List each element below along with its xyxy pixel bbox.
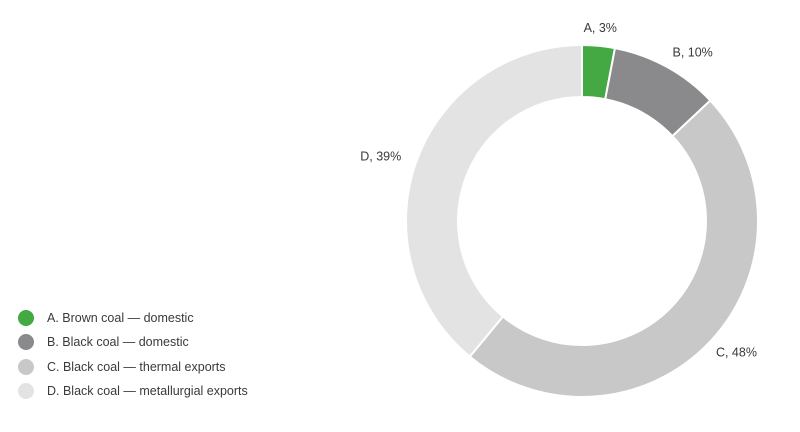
donut-slice-d	[405, 43, 583, 359]
slice-label-d: D, 39%	[360, 150, 401, 164]
slice-label-a: A, 3%	[584, 21, 617, 35]
legend-swatch-d	[18, 383, 34, 399]
legend-swatch-a	[18, 309, 34, 326]
legend-label-d: D. Black coal — metallurgial exports	[47, 384, 248, 398]
legend-swatch-c	[18, 358, 34, 375]
legend-label-b: B. Black coal — domestic	[47, 335, 189, 349]
legend-label-c: C. Black coal — thermal exports	[47, 359, 226, 374]
donut-slice-c	[468, 99, 759, 398]
chart-legend: A. Brown coal — domestic B. Black coal —…	[18, 309, 248, 400]
slice-label-c: C, 48%	[716, 345, 757, 359]
legend-item-d: D. Black coal — metallurgial exports	[18, 383, 248, 400]
donut-slice-labels: A, 3% B, 10% C, 48% D, 39%	[360, 21, 757, 360]
legend-item-a: A. Brown coal — domestic	[18, 309, 248, 326]
legend-item-c: C. Black coal — thermal exports	[18, 358, 248, 375]
legend-label-a: A. Brown coal — domestic	[47, 310, 194, 325]
slice-label-b: B, 10%	[672, 46, 712, 60]
legend-item-b: B. Black coal — domestic	[18, 334, 248, 351]
legend-swatch-b	[18, 334, 34, 350]
donut-slices	[405, 43, 759, 398]
